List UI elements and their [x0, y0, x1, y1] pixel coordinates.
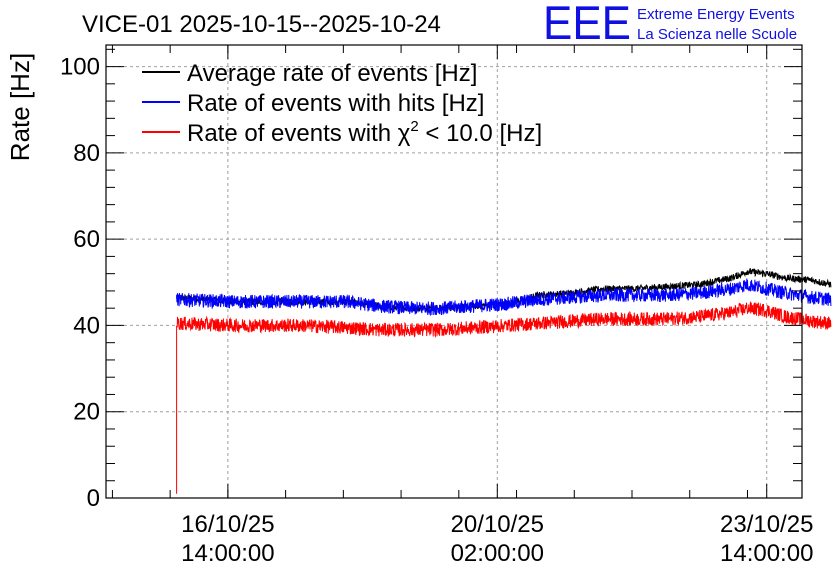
x-tick-time: 14:00:00 [181, 540, 274, 567]
series-line-2 [176, 278, 832, 317]
y-tick-label: 20 [73, 399, 100, 426]
series-layer [176, 268, 832, 494]
x-tick-time: 14:00:00 [720, 540, 813, 567]
y-tick-label: 60 [73, 226, 100, 253]
y-tick-label: 40 [73, 312, 100, 339]
x-tick-time: 02:00:00 [451, 540, 544, 567]
plot-frame [105, 44, 803, 499]
legend-label-1: Average rate of events [Hz] [187, 60, 477, 87]
y-tick-label: 0 [87, 485, 100, 512]
series-line-3 [176, 301, 832, 494]
legend-label-2: Rate of events with hits [Hz] [187, 90, 484, 117]
legend-label-3: Rate of events with χ2 < 10.0 [Hz] [187, 118, 542, 147]
logo-line-2: La Scienza nelle Scuole [637, 26, 797, 43]
x-tick-date: 23/10/25 [720, 511, 813, 538]
x-tick-date: 20/10/25 [451, 511, 544, 538]
y-tick-label: 100 [60, 54, 100, 81]
chart-title: VICE-01 2025-10-15--2025-10-24 [82, 11, 441, 38]
x-tick-date: 16/10/25 [181, 511, 274, 538]
logo-line-1: Extreme Energy Events [637, 6, 795, 23]
axes: 02040608010016/10/2514:00:0020/10/2502:0… [60, 44, 813, 567]
y-axis-label: Rate [Hz] [5, 53, 35, 161]
eee-logo-mark: EEE [543, 0, 631, 49]
y-tick-label: 80 [73, 140, 100, 167]
eee-logo: EEE Extreme Energy Events La Scienza nel… [543, 0, 797, 49]
legend: Average rate of events [Hz] Rate of event… [142, 60, 542, 147]
